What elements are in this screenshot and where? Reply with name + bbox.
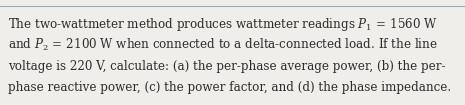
Text: The two-wattmeter method produces wattmeter readings $P_1\,{=}\,1560$ W: The two-wattmeter method produces wattme… bbox=[8, 16, 438, 33]
Text: voltage is 220 V, calculate: (a) the per-phase average power, (b) the per-: voltage is 220 V, calculate: (a) the per… bbox=[8, 60, 445, 73]
Text: phase reactive power, (c) the power factor, and (d) the phase impedance.: phase reactive power, (c) the power fact… bbox=[8, 81, 451, 94]
Text: and $P_2\,{=}\,2100$ W when connected to a delta-connected load. If the line: and $P_2\,{=}\,2100$ W when connected to… bbox=[8, 37, 438, 53]
